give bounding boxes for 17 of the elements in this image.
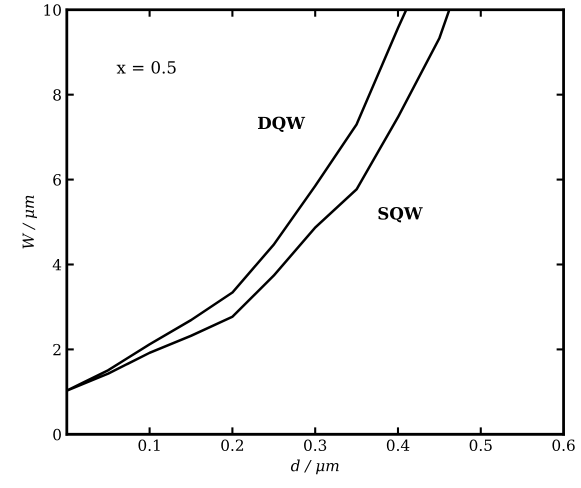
- x-tick-label: 0.4: [386, 439, 410, 452]
- annotation: x = 0.5: [116, 61, 176, 74]
- y-tick-label: 6: [53, 174, 61, 186]
- text: DQW: [258, 116, 306, 132]
- y-tick-label: 8: [53, 89, 61, 101]
- x-tick-label: 0.3: [304, 439, 326, 452]
- series-label: SQW: [378, 207, 423, 222]
- y-tick-label: 2: [53, 344, 60, 356]
- y-tick-label: 10: [44, 4, 61, 16]
- y-tick-label: 4: [52, 258, 62, 270]
- x-axis-title: d / μm: [290, 460, 339, 474]
- x-tick-label: 0.6: [552, 439, 575, 452]
- x-tick-label: 0.5: [470, 439, 492, 452]
- x-tick-label: 0.1: [138, 439, 160, 452]
- x-tick-label: 0.2: [221, 439, 244, 452]
- y-tick-label: 0: [53, 428, 61, 440]
- y-axis-title: W / μm: [22, 196, 37, 249]
